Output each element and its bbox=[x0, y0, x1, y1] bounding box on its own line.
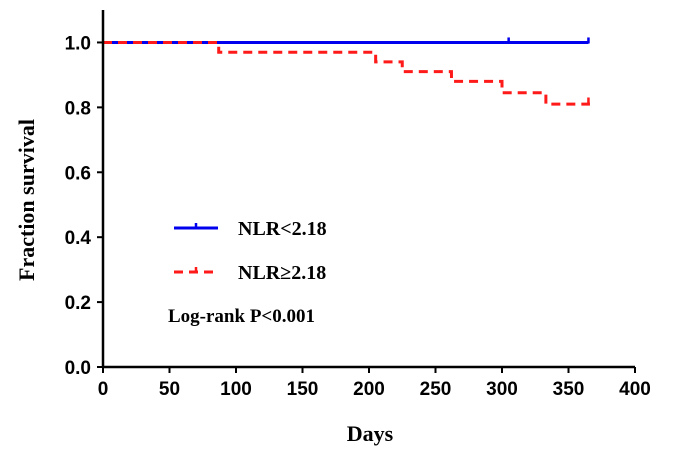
y-tick-label: 0.0 bbox=[65, 358, 91, 379]
x-axis-title: Days bbox=[347, 421, 394, 446]
legend: NLR<2.18 NLR≥2.18 bbox=[174, 218, 327, 284]
y-axis-title: Fraction survival bbox=[14, 119, 39, 281]
series-line bbox=[103, 40, 590, 106]
x-tick-label: 100 bbox=[220, 379, 252, 400]
x-tick-label: 200 bbox=[353, 379, 385, 400]
x-tick-label: 0 bbox=[98, 379, 109, 400]
x-tick-label: 150 bbox=[287, 379, 319, 400]
plot-area bbox=[103, 37, 590, 106]
y-tick-label: 0.6 bbox=[65, 163, 91, 184]
x-tick-label: 50 bbox=[159, 379, 180, 400]
legend-label: NLR<2.18 bbox=[238, 218, 327, 240]
x-tick-label: 250 bbox=[420, 379, 452, 400]
legend-item: NLR<2.18 bbox=[174, 218, 327, 240]
log-rank-annotation: Log-rank P<0.001 bbox=[168, 306, 315, 327]
y-tick-label: 1.0 bbox=[65, 33, 91, 54]
x-tick-label: 350 bbox=[553, 379, 585, 400]
series-nlr-high bbox=[103, 40, 590, 106]
y-tick-label: 0.2 bbox=[65, 293, 91, 314]
legend-label: NLR≥2.18 bbox=[238, 262, 326, 284]
ticks: 0 50 100 150 200 250 300 350 400 0.0 0.2 0.4 0.6 0.8 1… bbox=[65, 33, 651, 400]
legend-item: NLR≥2.18 bbox=[174, 262, 326, 284]
series-nlr-low bbox=[103, 37, 590, 44]
x-tick-label: 300 bbox=[486, 379, 518, 400]
y-tick-label: 0.8 bbox=[65, 98, 91, 119]
y-tick-label: 0.4 bbox=[65, 228, 92, 249]
x-tick-label: 400 bbox=[619, 379, 651, 400]
